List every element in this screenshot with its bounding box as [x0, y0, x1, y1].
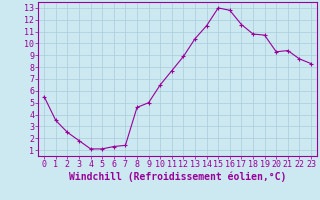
X-axis label: Windchill (Refroidissement éolien,°C): Windchill (Refroidissement éolien,°C)	[69, 172, 286, 182]
